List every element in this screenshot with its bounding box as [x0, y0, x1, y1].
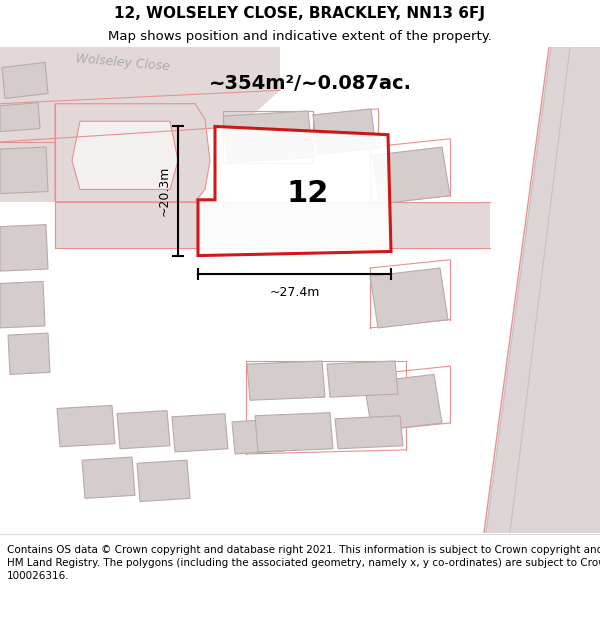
- Polygon shape: [55, 104, 210, 202]
- Polygon shape: [0, 224, 48, 271]
- Polygon shape: [0, 104, 55, 202]
- Text: Wolseley Close: Wolseley Close: [75, 52, 170, 74]
- Polygon shape: [55, 202, 490, 248]
- Polygon shape: [364, 374, 442, 431]
- Text: 12: 12: [287, 179, 329, 208]
- Polygon shape: [0, 102, 40, 132]
- Polygon shape: [0, 47, 280, 104]
- Polygon shape: [198, 126, 391, 256]
- Text: 12, WOLSELEY CLOSE, BRACKLEY, NN13 6FJ: 12, WOLSELEY CLOSE, BRACKLEY, NN13 6FJ: [115, 6, 485, 21]
- Text: ~354m²/~0.087ac.: ~354m²/~0.087ac.: [209, 74, 412, 92]
- Polygon shape: [247, 361, 325, 400]
- Polygon shape: [372, 147, 450, 204]
- Polygon shape: [8, 333, 50, 374]
- Polygon shape: [137, 460, 190, 501]
- Polygon shape: [335, 416, 403, 449]
- Polygon shape: [117, 411, 170, 449]
- Text: ~27.4m: ~27.4m: [269, 286, 320, 299]
- Polygon shape: [485, 47, 600, 532]
- Polygon shape: [172, 414, 228, 452]
- Polygon shape: [370, 268, 448, 328]
- Polygon shape: [313, 109, 376, 154]
- Polygon shape: [0, 281, 45, 328]
- Polygon shape: [0, 147, 48, 194]
- Polygon shape: [0, 90, 280, 142]
- Polygon shape: [255, 412, 333, 452]
- Polygon shape: [82, 457, 135, 498]
- Polygon shape: [327, 361, 398, 397]
- Polygon shape: [232, 419, 285, 454]
- Polygon shape: [223, 111, 313, 162]
- Text: Map shows position and indicative extent of the property.: Map shows position and indicative extent…: [108, 30, 492, 43]
- Text: ~20.3m: ~20.3m: [157, 166, 170, 216]
- Polygon shape: [72, 121, 178, 189]
- Text: Contains OS data © Crown copyright and database right 2021. This information is : Contains OS data © Crown copyright and d…: [7, 544, 600, 581]
- Polygon shape: [2, 62, 48, 99]
- Polygon shape: [57, 406, 115, 447]
